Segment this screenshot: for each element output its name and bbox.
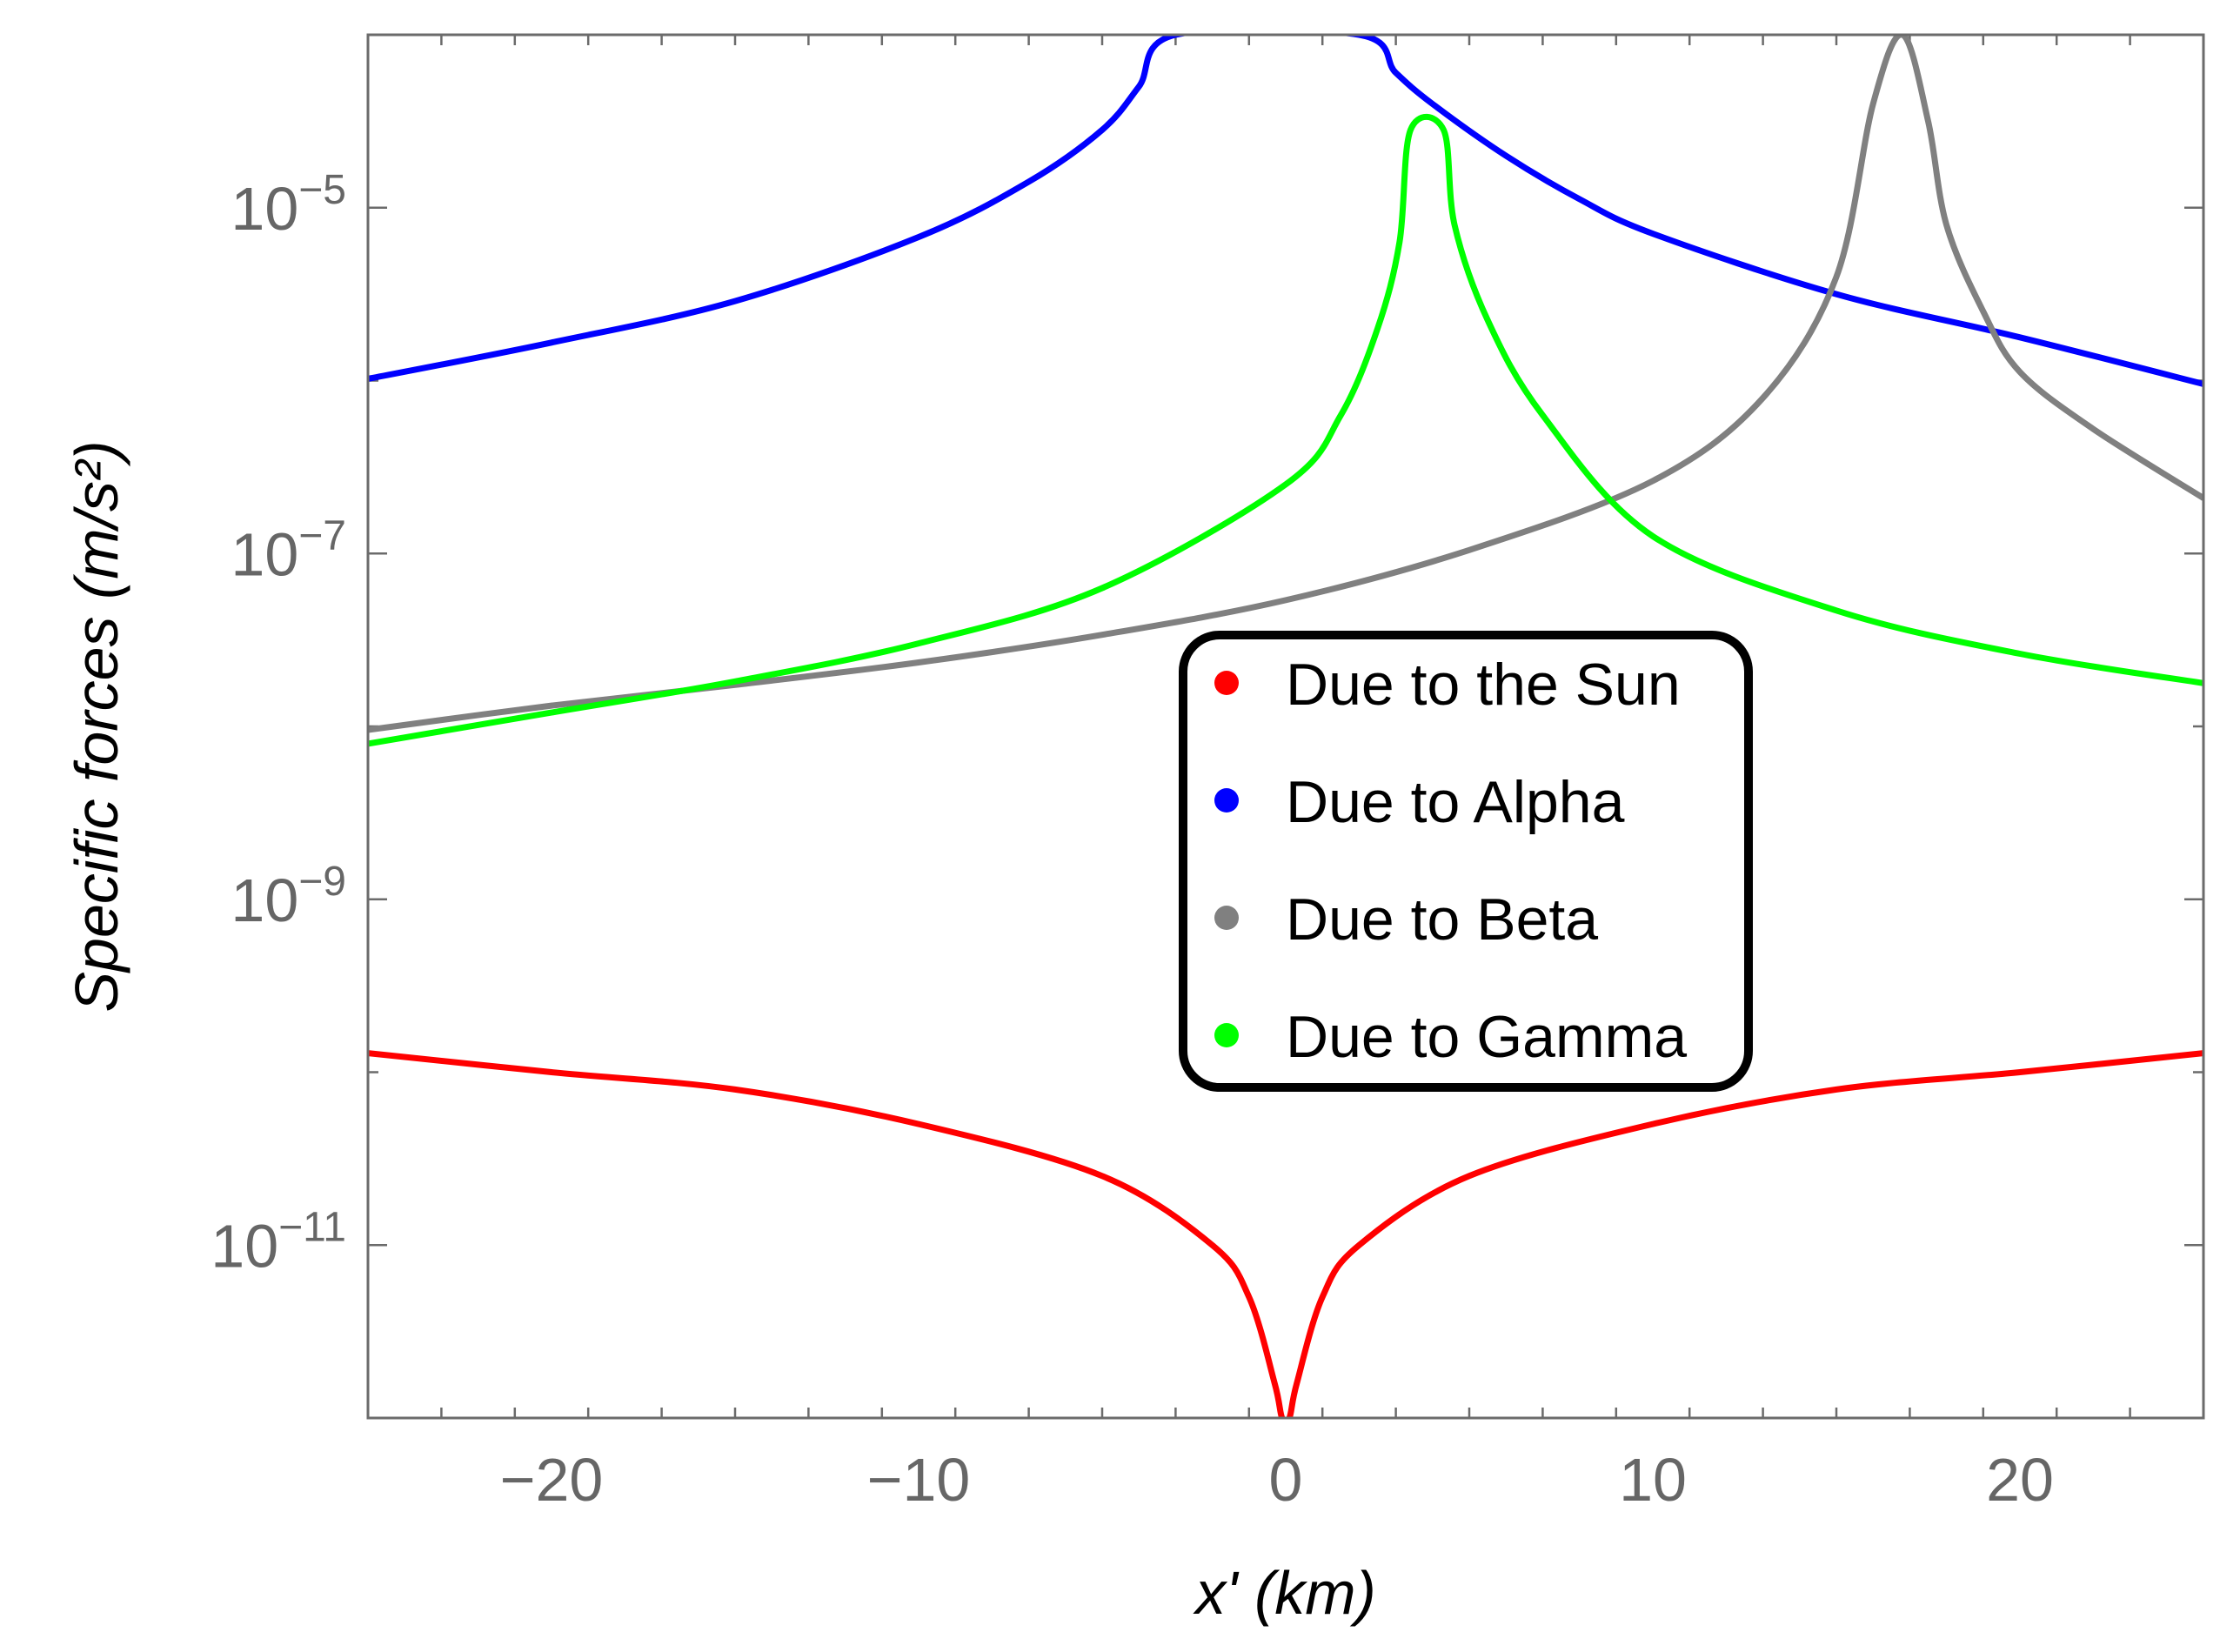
x-tick-label: −10 — [867, 1446, 971, 1514]
legend: Due to the Sun Due to Alpha Due to Beta Due… — [1179, 631, 1753, 1092]
ticks-layer — [366, 33, 2205, 1420]
legend-marker — [1214, 788, 1239, 813]
legend-label: Due to Gamma — [1286, 1004, 1687, 1070]
series-line-due-to-alpha — [368, 35, 2203, 387]
legend-marker — [1214, 1023, 1239, 1047]
series-line-due-to-gamma — [368, 113, 2203, 747]
legend-marker — [1214, 906, 1239, 930]
legend-label: Due to Alpha — [1286, 769, 1625, 835]
y-axis-title: Specific forces (m/s²) — [63, 440, 130, 1012]
legend-marker — [1214, 671, 1239, 695]
plot-frame — [366, 33, 2205, 1420]
y-tick-label: 10−11 — [211, 1204, 346, 1280]
legend-label: Due to Beta — [1286, 886, 1598, 953]
x-axis-title: x' (km) — [1193, 1559, 1376, 1627]
y-tick-label: 10−9 — [231, 859, 346, 934]
legend-items: Due to the Sun Due to Alpha Due to Beta Due… — [1214, 652, 1687, 1070]
legend-box — [1179, 631, 1753, 1092]
series-layer — [368, 35, 2203, 1418]
y-tick-label: 10−5 — [231, 167, 346, 243]
x-tick-label: −20 — [500, 1446, 604, 1514]
legend-label: Due to the Sun — [1286, 652, 1681, 718]
x-tick-label: 10 — [1619, 1446, 1687, 1514]
x-tick-label: 20 — [1986, 1446, 2054, 1514]
series-line-due-to-beta — [368, 35, 2203, 733]
y-tick-label: 10−7 — [231, 512, 346, 588]
x-tick-label: 0 — [1269, 1446, 1303, 1514]
series-line-due-to-the-sun — [368, 1050, 2203, 1418]
labels-layer: −20 −10 0 10 20 10−11 10−9 10−7 10−5 — [211, 167, 2054, 1514]
